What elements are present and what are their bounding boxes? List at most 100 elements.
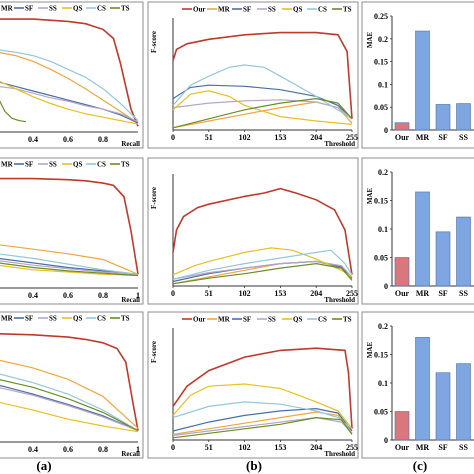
legend-label-cs: CS <box>97 161 106 169</box>
y-tick-label: 0 <box>384 282 388 291</box>
y-tick-label: 0.2 <box>378 322 388 331</box>
panel-frame <box>147 1 359 149</box>
caption-a: (a) <box>36 458 51 473</box>
series-line-ss <box>172 416 353 437</box>
legend-label-ts: TS <box>121 5 130 13</box>
pr-panel-1: MR SF SS QS CS TS 0.4 0.6 0.8 Recall <box>0 1 144 149</box>
legend-label-sf: SF <box>25 315 33 323</box>
mae-panel-3: 0 0.05 0.1 0.15 0.2 MAE Our MR SF SS <box>361 311 474 459</box>
y-tick-label: 0.2 <box>378 168 388 177</box>
series-line-cs <box>172 64 353 120</box>
series-line-mr <box>0 244 139 275</box>
series-line-our <box>172 347 353 429</box>
series-line-sf <box>0 258 139 275</box>
x-category-label: MR <box>416 443 430 452</box>
legend-label-our: Our <box>193 316 205 324</box>
x-category-label: SF <box>438 133 447 142</box>
x-tick-label: 0.8 <box>98 135 108 144</box>
y-axis-label: F-score <box>150 187 158 209</box>
caption-c: (c) <box>413 458 427 473</box>
x-tick-label: 153 <box>274 443 286 452</box>
x-axis-label: Threshold <box>324 296 355 304</box>
legend-label-qs: QS <box>73 5 82 13</box>
x-tick-label: 0 <box>171 133 175 142</box>
x-tick-label: 0.4 <box>28 135 38 144</box>
y-axis-label: F-score <box>150 31 158 53</box>
series-line-sf <box>172 84 353 120</box>
legend-label-ss: SS <box>268 316 276 324</box>
x-tick-label: 102 <box>239 133 251 142</box>
series-line-qs <box>172 383 353 430</box>
bar-our <box>394 122 410 131</box>
x-category-label: SF <box>438 289 447 298</box>
legend-label-our: Our <box>193 6 205 14</box>
bar-ss <box>456 103 471 131</box>
y-axis-label: MAE <box>366 188 374 205</box>
series-line-ts <box>0 379 139 432</box>
x-category-label: Our <box>395 289 410 298</box>
series-line-our <box>0 177 139 275</box>
bar-ss <box>456 363 471 441</box>
y-tick-label: 0.2 <box>378 35 388 44</box>
legend-label-ss: SS <box>49 161 57 169</box>
bar-sf <box>435 231 451 287</box>
legend-label-sf: SF <box>25 161 33 169</box>
legend-label-ts: TS <box>343 316 352 324</box>
legend-label-qs: QS <box>293 6 302 14</box>
x-tick-label: 102 <box>239 289 251 298</box>
series-line-qs <box>0 264 139 277</box>
series-line-our <box>0 18 139 127</box>
x-axis-label: Recall <box>121 140 140 148</box>
series-line-cs <box>0 373 139 432</box>
series-line-mr <box>0 51 139 124</box>
x-tick-label: 255 <box>346 289 358 298</box>
x-category-label: MR <box>416 133 430 142</box>
y-tick-label: 0.15 <box>374 197 388 206</box>
series-line-cs <box>172 249 353 280</box>
legend-label-ss: SS <box>268 6 276 14</box>
y-axis-label: MAE <box>366 32 374 49</box>
x-tick-label: 0.6 <box>63 291 73 300</box>
series-line-ts <box>172 416 353 439</box>
x-tick-label: 0.6 <box>63 135 73 144</box>
series-line-sf <box>0 384 139 432</box>
x-tick-label: 102 <box>239 443 251 452</box>
series-line-ss <box>172 99 353 120</box>
y-tick-label: 0.15 <box>374 58 388 67</box>
y-tick-label: 0.25 <box>374 12 388 21</box>
bar-sf <box>435 104 451 131</box>
legend-label-sf: SF <box>25 5 33 13</box>
bar-our <box>394 411 410 441</box>
x-tick-label: 51 <box>205 133 213 142</box>
x-category-label: SS <box>459 133 468 142</box>
x-tick-label: 0.4 <box>28 445 38 454</box>
x-axis-label: Recall <box>121 450 140 458</box>
legend-label-cs: CS <box>97 5 106 13</box>
y-tick-label: 0.15 <box>374 351 388 360</box>
series-line-ts <box>0 100 27 123</box>
legend-label-sf: SF <box>243 6 251 14</box>
x-category-label: SS <box>459 443 468 452</box>
x-tick-label: 0.6 <box>63 445 73 454</box>
y-tick-label: 0.05 <box>374 408 388 417</box>
x-tick-label: 0.4 <box>28 291 38 300</box>
panels: MR SF SS QS CS TS 0.4 0.6 0.8 Recall MR SF SS QS CS TS 0… <box>0 1 474 459</box>
series-line-mr <box>0 359 139 429</box>
x-axis-label: Threshold <box>324 450 355 458</box>
x-tick-label: 0 <box>171 289 175 298</box>
legend-label-qs: QS <box>73 315 82 323</box>
series-line-our <box>172 187 353 275</box>
legend-label-cs: CS <box>318 316 327 324</box>
series-line-our <box>0 332 139 431</box>
y-tick-label: 0 <box>384 126 388 135</box>
legend-label-sf: SF <box>243 316 251 324</box>
legend-label-ts: TS <box>343 6 352 14</box>
caption-b: (b) <box>246 458 262 473</box>
x-axis-label: Recall <box>121 296 140 304</box>
legend-label-ss: SS <box>49 315 57 323</box>
bar-sf <box>435 372 451 441</box>
legend-label-mr: MR <box>1 161 14 169</box>
y-tick-label: 0.1 <box>378 379 388 388</box>
